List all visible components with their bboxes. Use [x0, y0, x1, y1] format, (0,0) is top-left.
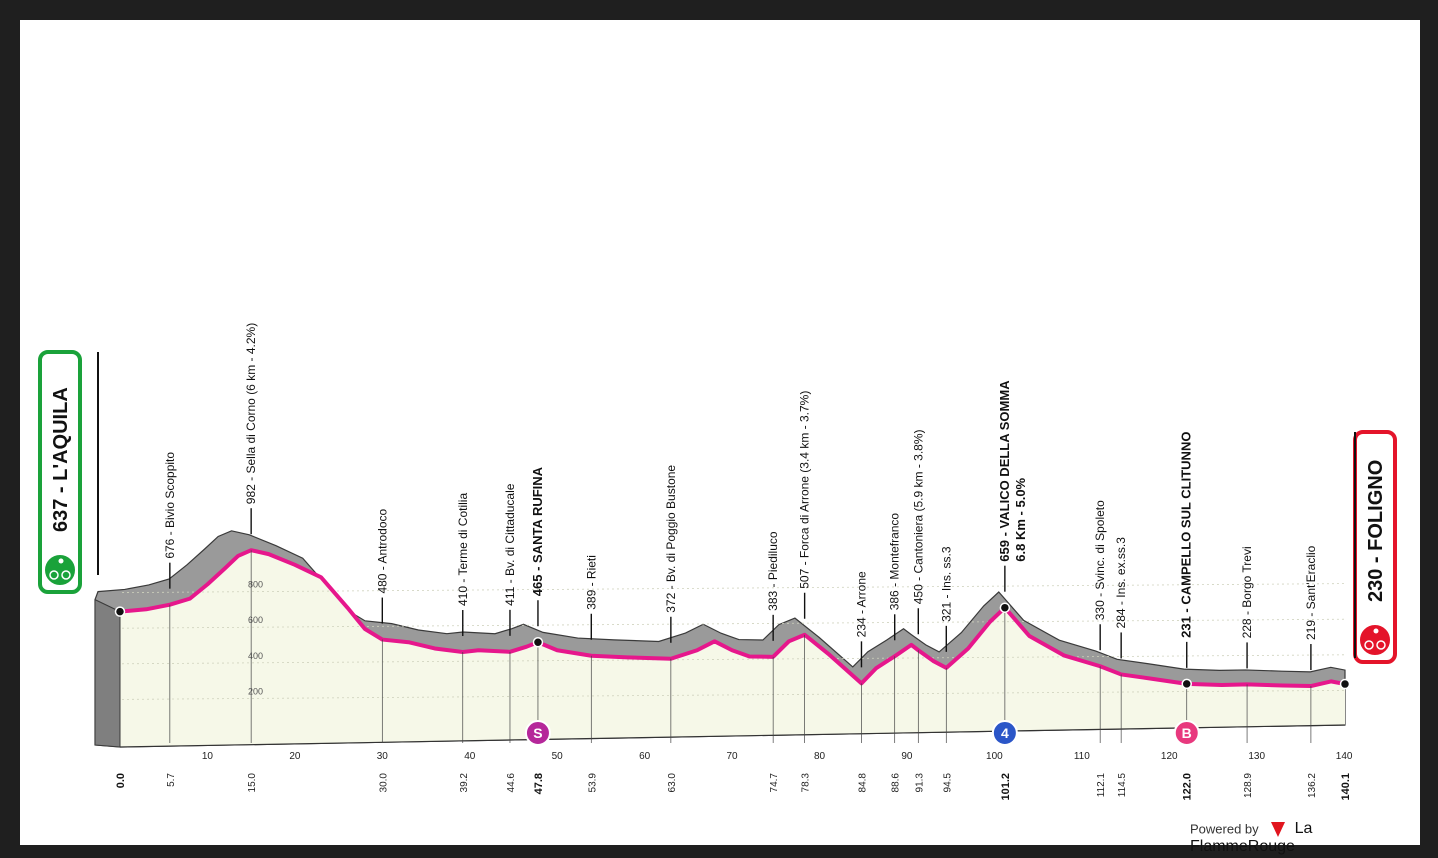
altitude-tick-label: 800: [248, 580, 263, 590]
altitude-tick-label: 200: [248, 686, 263, 696]
profile-area: [120, 550, 1345, 747]
start-badge-label: 637 - L'AQUILA: [50, 387, 72, 532]
altitude-tick-label: 600: [248, 615, 263, 625]
poi-label: 389 - Rieti: [584, 555, 598, 610]
km-tick-label: 30: [377, 751, 389, 762]
marker-label: B: [1182, 725, 1192, 741]
km-tick-label: 80: [814, 751, 826, 762]
profile-waypoint-dot: [1181, 678, 1192, 690]
poi-label: 465 - SANTA RUFINA: [530, 466, 545, 596]
powered-by-text: Powered by: [1190, 821, 1259, 837]
poi-km-label: 63.0: [667, 773, 678, 793]
poi-km-label: 15.0: [247, 773, 258, 793]
altitude-gridline: [121, 654, 1346, 665]
poi-label: 411 - Bv. di Cittaducale: [503, 483, 517, 606]
cyclist-wheel-icon: [61, 570, 71, 580]
poi-km-label: 78.3: [801, 773, 812, 793]
poi-label: 982 - Sella di Corno (6 km - 4.2%): [244, 323, 258, 504]
poi-label: 228 - Borgo Trevi: [1240, 546, 1254, 638]
start-km-label: 0.0: [115, 773, 127, 788]
brand-name: La FlammeRouge: [1190, 820, 1313, 856]
profile-waypoint-dot: [999, 602, 1011, 613]
profile-waypoint-dot: [1339, 678, 1351, 690]
poi-label: 480 - Antrodoco: [375, 509, 389, 594]
altitude-tick-label: 400: [248, 651, 263, 661]
altitude-gridline: [121, 690, 1346, 700]
cyclist-wheel-icon: [1376, 640, 1386, 650]
km-tick-label: 130: [1248, 751, 1265, 762]
poi-km-label: 94.5: [942, 773, 953, 793]
marker-b-icon: [1173, 720, 1200, 746]
profile-waypoint-dot: [114, 606, 126, 617]
poi-label: 450 - Cantoniera (5.9 km - 3.8%): [911, 429, 925, 604]
x-axis-line: [119, 724, 1346, 748]
km-tick-label: 100: [986, 751, 1003, 762]
poi-label: 507 - Forca di Arrone (3.4 km - 3.7%): [798, 391, 812, 589]
poi-km-label: 84.8: [857, 773, 868, 793]
marker-label: 4: [1001, 725, 1009, 741]
poi-label: 386 - Montefranco: [888, 513, 902, 611]
flamme-rouge-logo-icon: [1271, 822, 1286, 837]
cyclist-wheel-icon: [49, 570, 59, 580]
poi-km-label: 5.7: [166, 773, 177, 787]
poi-label: 321 - Ins. ss.3: [939, 546, 953, 622]
cyclist-wheel-icon: [1364, 640, 1374, 650]
poi-label: 284 - Ins. ex.ss.3: [1114, 537, 1128, 629]
poi-label: 676 - Bivio Scoppito: [163, 452, 177, 559]
poi-label: 659 - VALICO DELLA SOMMA: [997, 380, 1012, 562]
canvas: 200 400 600 800 10 20 30 40 50 60 70 80 90 100 110 120 1…: [20, 20, 1420, 855]
poi-km-label: 101.2: [1000, 773, 1012, 801]
poi-km-label: 47.8: [533, 773, 545, 794]
poi-km-label: 44.6: [506, 773, 517, 793]
finish-badge: 230 - FOLIGNO: [1353, 430, 1397, 664]
poi-label: 231 - CAMPELLO SUL CLITUNNO: [1179, 432, 1194, 638]
km-tick-label: 50: [552, 751, 564, 762]
poi-km-label: 91.3: [914, 773, 925, 793]
km-tick-label: 90: [901, 751, 913, 762]
poi-label: 372 - Bv. di Poggio Bustone: [664, 465, 678, 613]
marker-4-icon: [991, 720, 1018, 746]
finish-km-label: 140.1: [1340, 773, 1352, 801]
finish-badge-label: 230 - FOLIGNO: [1365, 460, 1387, 602]
km-tick-label: 40: [464, 751, 476, 762]
branding: Powered by La FlammeRouge: [1190, 820, 1420, 856]
poi-label: 410 - Terme di Cotilia: [456, 493, 470, 606]
km-tick-label: 120: [1161, 751, 1178, 762]
poi-km-label: 53.9: [587, 773, 598, 793]
marker-s-icon: [524, 720, 551, 746]
poi-label: 234 - Arrone: [854, 571, 868, 637]
cyclist-head-icon: [58, 558, 64, 564]
km-tick-label: 140: [1336, 751, 1353, 762]
poi-km-label: 114.5: [1117, 773, 1128, 798]
altitude-gridline: [121, 618, 1346, 629]
poi-km-label: 128.9: [1243, 773, 1254, 798]
poi-km-label: 39.2: [459, 773, 470, 793]
poi-label-line2: 6.8 Km - 5.0%: [1013, 477, 1028, 561]
poi-label: 330 - Svinc. di Spoleto: [1093, 500, 1107, 620]
profile-left-wall: [94, 598, 121, 748]
stage-profile-chart: 200 400 600 800 10 20 30 40 50 60 70 80 90 100 110 120 1…: [38, 323, 1397, 801]
poi-label: 219 - Sant'Eraclio: [1304, 545, 1318, 640]
start-badge: 637 - L'AQUILA: [38, 350, 82, 594]
km-tick-label: 110: [1074, 751, 1090, 762]
km-tick-label: 60: [639, 751, 651, 762]
cyclist-head-icon: [1373, 628, 1379, 634]
km-tick-label: 70: [727, 751, 739, 762]
km-tick-label: 10: [202, 751, 214, 762]
poi-km-label: 112.1: [1096, 773, 1107, 798]
poi-label: 383 - Piediluco: [766, 531, 780, 611]
poi-km-label: 88.6: [891, 773, 902, 793]
poi-km-label: 122.0: [1182, 773, 1194, 801]
poi-km-label: 30.0: [378, 773, 389, 793]
altitude-gridline: [121, 583, 1346, 593]
km-tick-label: 20: [289, 751, 301, 762]
profile-waypoint-dot: [532, 636, 544, 648]
start-badge-frame: [38, 350, 82, 594]
poi-km-label: 74.7: [769, 773, 780, 793]
marker-label: S: [533, 725, 542, 741]
poi-km-label: 136.2: [1307, 773, 1318, 798]
